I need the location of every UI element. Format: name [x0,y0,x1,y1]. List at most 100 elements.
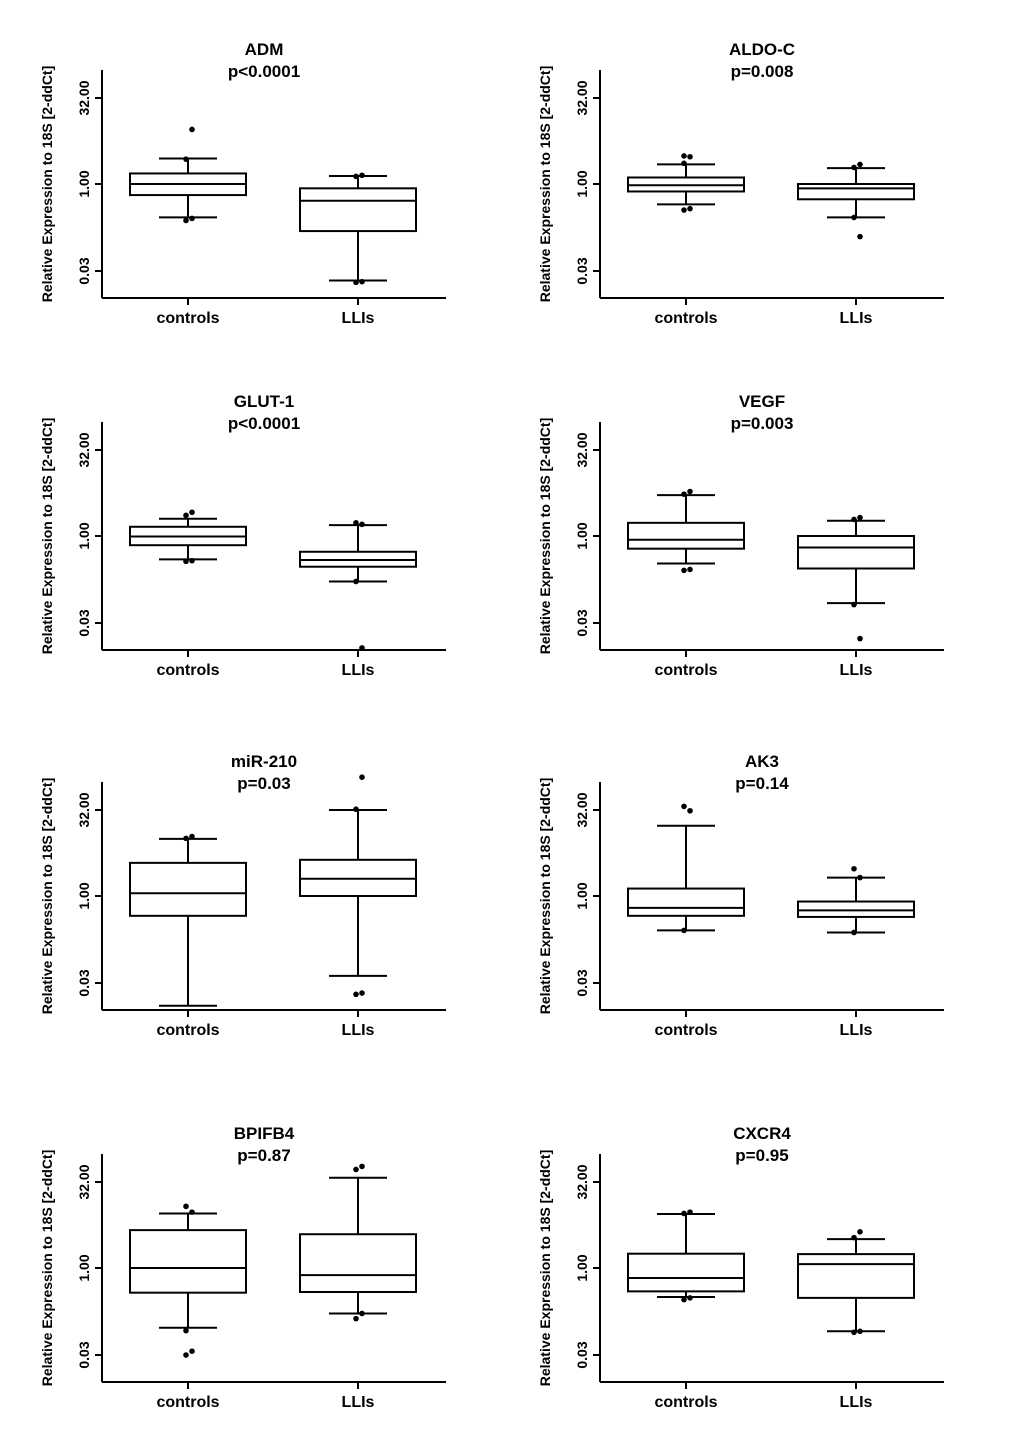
outlier-point [189,509,195,516]
outlier-point [851,1234,857,1241]
outlier-point [353,1315,359,1322]
y-axis-label: Relative Expression to 18S [2-ddCt] [537,66,553,303]
panel-bpifb4: 0.03 1.00 32.00 Relative Expression to 18S … [39,1124,446,1411]
box-controls [627,1209,745,1303]
box-llis [299,774,417,998]
outlier-point [353,991,359,998]
iqr-box [299,187,417,233]
outlier-point [681,1296,687,1303]
outlier-point [851,164,857,171]
x-tick-label: controls [156,662,219,679]
outlier-point [687,153,693,160]
box-llis [299,520,417,651]
p-value: p<0.0001 [228,62,300,81]
outlier-point [851,601,857,608]
outlier-point [359,1163,365,1170]
y-tick-label: 0.03 [76,1341,92,1368]
panel-glut-1: 0.03 1.00 32.00 Relative Expression to 18S … [39,392,446,679]
y-tick-label: 32.00 [574,432,590,467]
y-axis-label: Relative Expression to 18S [2-ddCt] [537,418,553,655]
iqr-box [129,861,247,917]
outlier-point [189,126,195,133]
x-tick-label: LLIs [840,1022,873,1039]
x-tick-label: LLIs [342,1394,375,1411]
outlier-point [353,279,359,286]
panel-title: AK3 [745,752,779,771]
outlier-point [189,1348,195,1354]
outlier-point [687,1209,693,1215]
p-value: p=0.03 [237,774,290,793]
outlier-point [183,1203,189,1210]
box-controls [129,1203,247,1358]
outlier-point [353,520,359,526]
outlier-point [359,1310,365,1317]
outlier-point [687,566,693,573]
outlier-point [681,153,687,159]
outlier-point [359,990,365,996]
x-tick-label: LLIs [342,1022,375,1039]
panel-title: GLUT-1 [234,392,294,411]
outlier-point [183,217,189,224]
outlier-point [189,557,195,564]
y-tick-label: 32.00 [76,1164,92,1199]
panel-title: ALDO-C [729,40,795,59]
y-tick-label: 32.00 [574,1164,590,1199]
panel-title: VEGF [739,392,785,411]
x-tick-label: controls [654,1394,717,1411]
outlier-point [183,558,189,565]
outlier-point [681,567,687,574]
outlier-point [687,1295,693,1301]
outlier-point [851,214,857,221]
y-tick-label: 0.03 [574,609,590,636]
outlier-point [687,488,693,495]
outlier-point [359,278,365,285]
outlier-point [851,1329,857,1336]
y-tick-label: 32.00 [574,792,590,827]
panel-ak3: 0.03 1.00 32.00 Relative Expression to 18S … [537,752,944,1039]
p-value: p=0.003 [731,414,794,433]
box-controls [129,833,247,1007]
outlier-point [359,521,365,528]
outlier-point [183,512,189,519]
x-tick-label: LLIs [342,310,375,327]
outlier-point [851,929,857,936]
outlier-point [189,1209,195,1215]
iqr-box [797,1253,915,1299]
y-tick-label: 1.00 [76,1254,92,1281]
outlier-point [857,514,863,521]
outlier-point [857,233,863,240]
box-llis [797,1229,915,1336]
outlier-point [359,645,365,651]
iqr-box [797,900,915,918]
p-value: p<0.0001 [228,414,300,433]
panel-title: CXCR4 [733,1124,791,1143]
y-tick-label: 0.03 [76,257,92,284]
outlier-point [681,927,687,934]
iqr-box [627,1252,745,1293]
outlier-point [851,865,857,872]
outlier-point [681,160,687,167]
outlier-point [353,578,359,585]
x-tick-label: LLIs [840,1394,873,1411]
outlier-point [353,806,359,813]
outlier-point [681,1210,687,1217]
box-llis [797,514,915,642]
x-tick-label: controls [654,662,717,679]
x-tick-label: controls [654,1022,717,1039]
outlier-point [353,173,359,180]
y-tick-label: 1.00 [76,522,92,549]
x-tick-label: LLIs [840,662,873,679]
outlier-point [681,803,687,810]
outlier-point [857,874,863,881]
box-llis [797,161,915,240]
y-tick-label: 32.00 [574,80,590,115]
x-tick-label: controls [156,1394,219,1411]
y-axis-label: Relative Expression to 18S [2-ddCt] [39,1150,55,1387]
outlier-point [353,1166,359,1173]
outlier-point [687,205,693,212]
outlier-point [359,774,365,781]
y-tick-label: 1.00 [76,882,92,909]
y-tick-label: 32.00 [76,792,92,827]
p-value: p=0.87 [237,1146,290,1165]
